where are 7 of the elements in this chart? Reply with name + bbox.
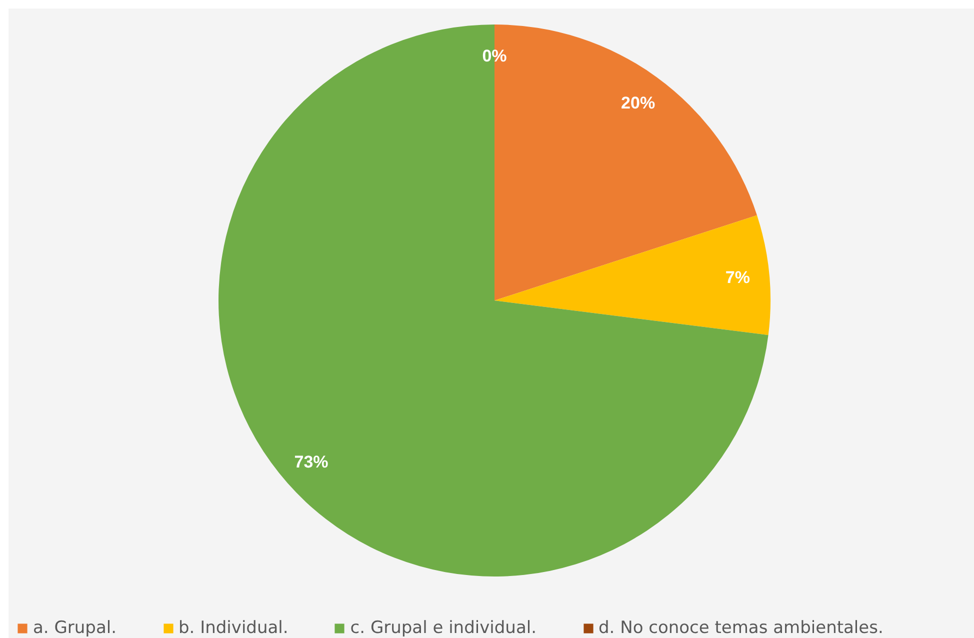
legend-label: a. Grupal. [33, 618, 116, 638]
legend-label: c. Grupal e individual. [350, 618, 536, 638]
legend-label: b. Individual. [178, 618, 288, 638]
data-label: 20% [621, 93, 656, 112]
data-label: 73% [294, 452, 328, 472]
legend-label: d. No conoce temas ambientales. [598, 618, 884, 638]
data-label: 7% [725, 268, 750, 288]
